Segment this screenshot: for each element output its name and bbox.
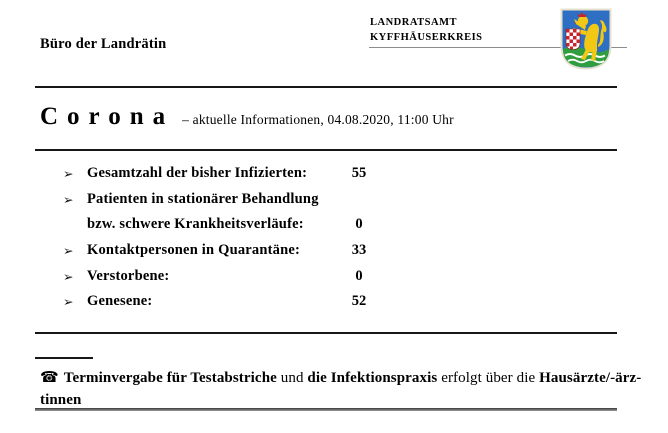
footer-text-segment: erfolgt über die <box>437 370 540 386</box>
divider-top <box>35 86 617 88</box>
stat-label: Patienten in stationärer Behandlung <box>87 190 319 207</box>
footer-text-segment: Terminvergabe für Testabstriche <box>63 370 277 386</box>
footer-text-segment: und <box>276 370 308 386</box>
stat-row: ➢ Verstorbene: 0 <box>63 263 503 289</box>
coat-of-arms-icon <box>560 8 612 70</box>
stat-value: 33 <box>351 242 367 259</box>
stat-row: bzw. schwere Krankheitsverläufe: 0 <box>63 212 503 238</box>
authority-line2: KYFFHÄUSERKREIS <box>370 32 483 43</box>
telephone-icon: ☎ <box>40 368 59 386</box>
title-row: Corona – aktuelle Informationen, 04.08.2… <box>40 103 454 131</box>
stat-row: ➢ Genesene: 52 <box>63 289 503 315</box>
list-bullet-icon: ➢ <box>63 243 74 259</box>
divider-under-title <box>35 149 617 151</box>
list-bullet-icon: ➢ <box>63 191 74 207</box>
header-divider <box>369 47 627 48</box>
authority-line1: LANDRATSAMT <box>370 17 457 28</box>
stat-label: Gesamtzahl der bisher Infizierten: <box>87 165 308 182</box>
list-bullet-icon: ➢ <box>63 268 74 284</box>
stat-value: 52 <box>351 293 367 310</box>
stat-row: ➢ Gesamtzahl der bisher Infizierten: 55 <box>63 161 503 187</box>
page-subtitle: – aktuelle Informationen, 04.08.2020, 11… <box>182 112 454 127</box>
footer-segments: Terminvergabe für Testabstriche und die … <box>64 370 642 386</box>
stat-label: Verstorbene: <box>87 267 170 284</box>
footnote-separator <box>35 357 93 359</box>
stat-row: ➢ Patienten in stationärer Behandlung <box>63 187 503 213</box>
stat-value: 0 <box>355 216 363 233</box>
checkered-escutcheon <box>565 28 581 50</box>
footer-line1: ☎ Terminvergabe für Testabstriche und die… <box>40 368 641 387</box>
stat-label: Kontaktpersonen in Quarantäne: <box>87 242 301 259</box>
list-bullet-icon: ➢ <box>63 166 74 182</box>
page-title: Corona <box>40 103 175 130</box>
footer-text-segment: Hausärzte/-ärz- <box>539 370 642 386</box>
stat-label: Genesene: <box>87 293 153 310</box>
stat-value: 55 <box>351 165 367 182</box>
stat-value: 0 <box>355 267 363 284</box>
stats-list: ➢ Gesamtzahl der bisher Infizierten: 55 ➢ Pa… <box>63 161 503 315</box>
lion-glyph <box>573 12 607 61</box>
divider-bottom <box>35 408 617 411</box>
stat-label: bzw. schwere Krankheitsverläufe: <box>87 216 304 233</box>
divider-above-footer <box>35 332 617 334</box>
footer-line2: tinnen <box>40 392 82 408</box>
footer-text-segment: die Infektionspraxis <box>307 370 438 386</box>
authority-block: LANDRATSAMT KYFFHÄUSERKREIS <box>370 15 483 45</box>
stat-row: ➢ Kontaktpersonen in Quarantäne: 33 <box>63 238 503 264</box>
list-bullet-icon: ➢ <box>63 294 74 310</box>
office-title: Büro der Landrätin <box>40 36 167 52</box>
